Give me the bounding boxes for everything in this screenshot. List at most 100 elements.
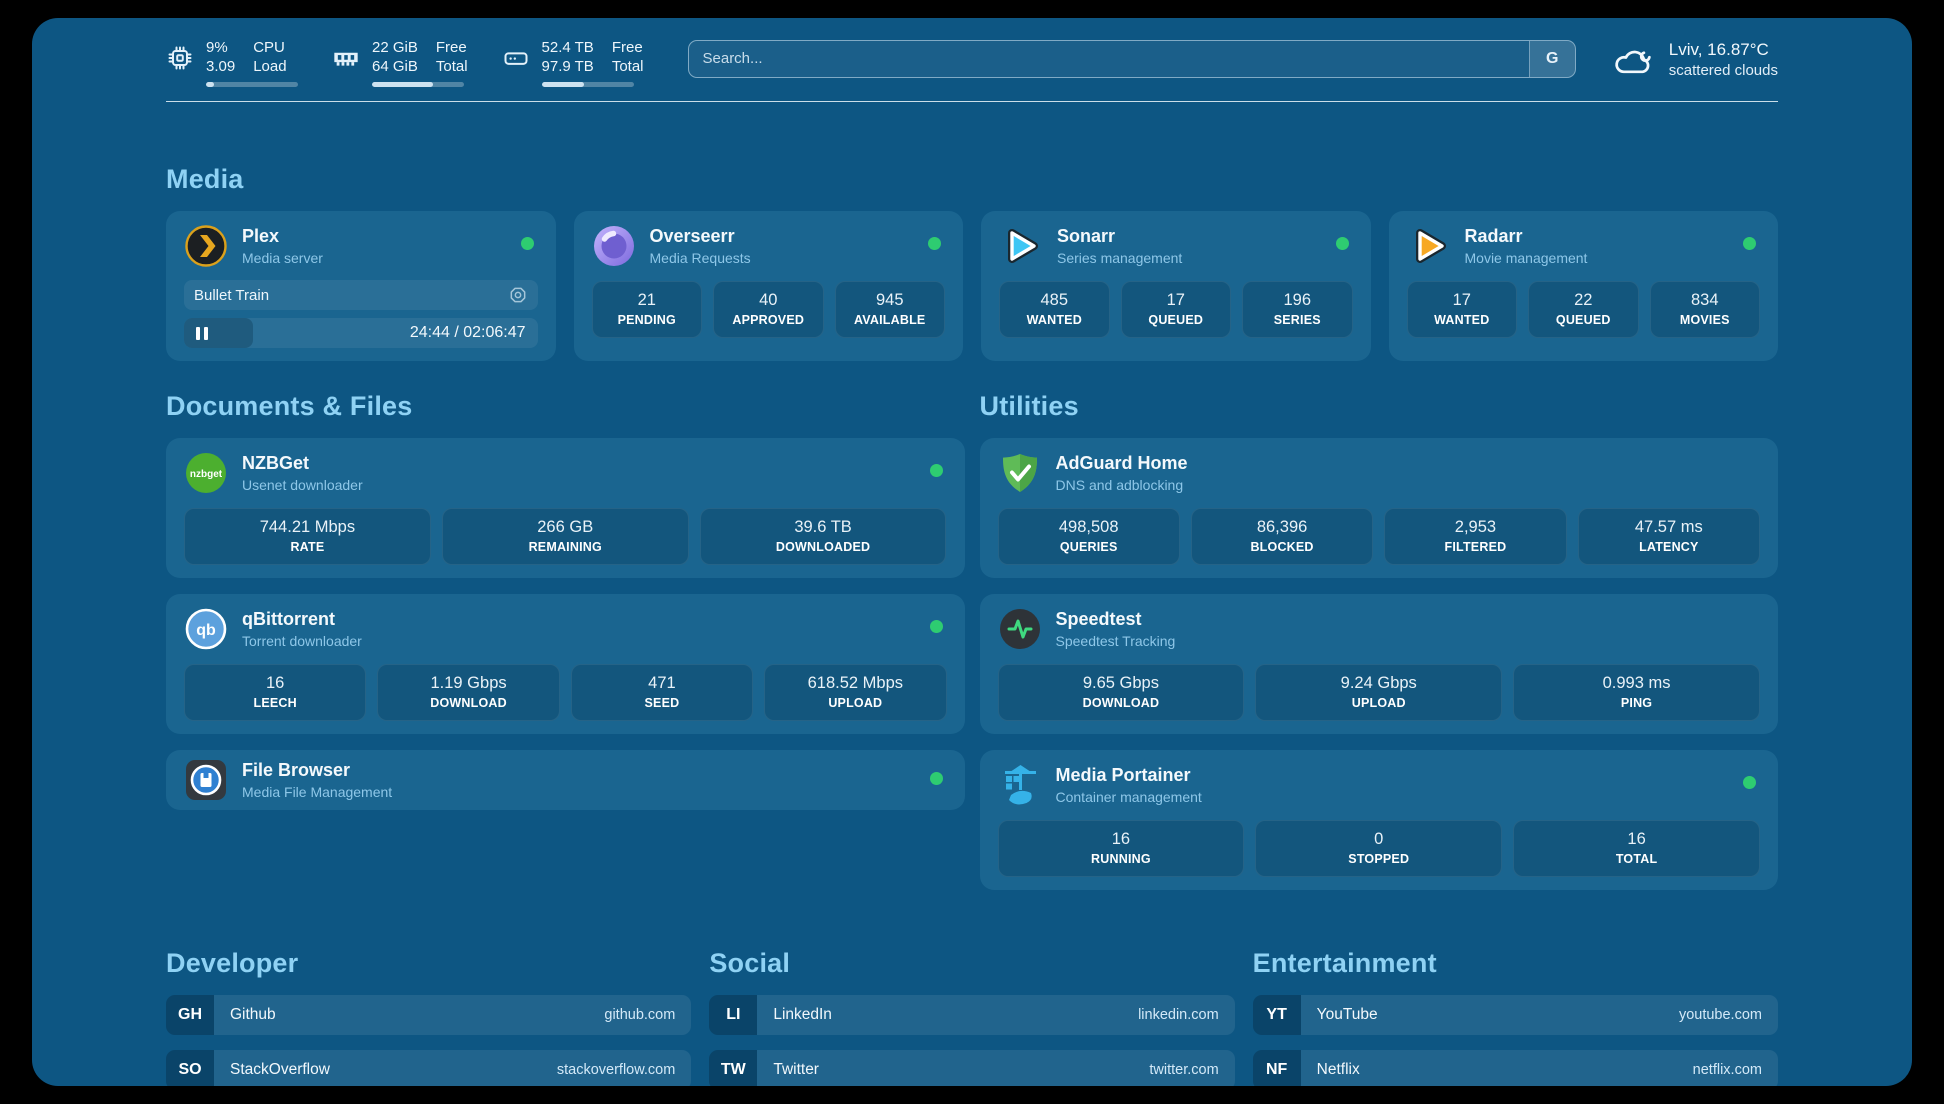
app-subtitle: Media Requests xyxy=(649,250,751,266)
bookmark-linkedin[interactable]: LI LinkedIn linkedin.com xyxy=(709,995,1235,1035)
filebrowser-icon xyxy=(186,760,226,800)
plex-icon xyxy=(185,225,227,267)
bookmark-url: youtube.com xyxy=(1678,1007,1762,1023)
stat-tile: 485 WANTED xyxy=(999,281,1110,338)
cloud-icon xyxy=(1615,50,1651,73)
stat-tile: 21 PENDING xyxy=(591,281,702,338)
status-indicator xyxy=(1743,776,1756,789)
weather-location-temp: Lviv, 16.87°C xyxy=(1668,40,1769,59)
ram-icon xyxy=(334,52,358,66)
app-title: File Browser xyxy=(242,760,351,780)
app-title: Speedtest xyxy=(1055,609,1142,629)
dashboard: 9% 3.09 CPU Load 22 GiB 64 GiB Free Total xyxy=(32,18,1912,1086)
weather-widget: Lviv, 16.87°C scattered clouds xyxy=(1610,40,1778,80)
gear-icon[interactable] xyxy=(508,285,528,305)
stat-tile: 196 SERIES xyxy=(1242,281,1353,338)
cpu-stat: 9% 3.09 CPU Load xyxy=(166,38,298,87)
bookmark-abbr: NF xyxy=(1252,1050,1301,1086)
status-indicator xyxy=(929,772,943,785)
bookmark-twitter[interactable]: TW Twitter twitter.com xyxy=(709,1050,1235,1086)
ram-total: 64 GiB xyxy=(372,58,418,75)
now-playing-title: Bullet Train xyxy=(194,286,270,304)
stat-tile: 40 APPROVED xyxy=(713,281,824,338)
app-card-portainer[interactable]: Media Portainer Container management 16 R… xyxy=(979,750,1778,890)
cpu-progress xyxy=(206,82,298,87)
documents-column: Documents & Files nzbget NZBGet Usenet d… xyxy=(166,391,965,810)
bookmark-name: Github xyxy=(230,1006,276,1023)
app-card-adguard[interactable]: AdGuard Home DNS and adblocking 498,508 Q… xyxy=(979,438,1778,578)
stat-tile: 17 QUEUED xyxy=(1120,281,1231,338)
media-grid: Plex Media server Bullet Train 24:44 / 0… xyxy=(166,211,1778,361)
app-card-filebrowser[interactable]: File Browser Media File Management xyxy=(166,750,965,810)
disk-total: 97.9 TB xyxy=(541,58,594,75)
overseerr-icon xyxy=(593,226,634,266)
disk-label2: Total xyxy=(611,58,644,75)
status-indicator xyxy=(1335,237,1349,250)
status-indicator xyxy=(929,464,943,477)
bookmark-name: YouTube xyxy=(1316,1006,1378,1023)
stat-tile: 266 GB REMAINING xyxy=(441,508,689,565)
stat-tile: 744.21 Mbps RATE xyxy=(184,508,431,565)
ram-stat: 22 GiB 64 GiB Free Total xyxy=(332,38,468,87)
bookmarks: Developer GH Github github.com SO StackOv… xyxy=(166,948,1778,1086)
bookmark-group-entertainment: Entertainment YT YouTube youtube.com NF N… xyxy=(1252,948,1778,1086)
stat-tile: 39.6 TB DOWNLOADED xyxy=(699,508,947,565)
bookmark-abbr: SO xyxy=(166,1050,214,1086)
stat-tile: 2,953 FILTERED xyxy=(1384,508,1567,565)
pause-icon[interactable] xyxy=(196,326,208,340)
app-card-sonarr[interactable]: Sonarr Series management 485 WANTED 17 QUE… xyxy=(981,211,1371,361)
bookmark-url: twitter.com xyxy=(1149,1062,1219,1078)
stat-tile: 0.993 ms PING xyxy=(1513,664,1760,721)
bookmark-netflix[interactable]: NF Netflix netflix.com xyxy=(1252,1050,1778,1086)
app-card-radarr[interactable]: Radarr Movie management 17 WANTED 22 QUEUE… xyxy=(1388,211,1778,361)
stat-tile: 618.52 Mbps UPLOAD xyxy=(764,664,947,721)
app-card-plex[interactable]: Plex Media server Bullet Train 24:44 / 0… xyxy=(166,211,556,361)
status-indicator xyxy=(929,620,943,633)
app-subtitle: Torrent downloader xyxy=(242,633,362,649)
section-title-entertainment: Entertainment xyxy=(1252,948,1437,978)
qbittorrent-icon: qb xyxy=(185,608,227,650)
status-indicator xyxy=(1743,237,1756,250)
disk-free: 52.4 TB xyxy=(541,39,594,56)
playback-progress xyxy=(184,318,253,348)
app-subtitle: Media File Management xyxy=(242,784,393,800)
bookmark-stackoverflow[interactable]: SO StackOverflow stackoverflow.com xyxy=(166,1050,692,1086)
app-card-qbittorrent[interactable]: qb qBittorrent Torrent downloader 16 LEEC… xyxy=(166,594,965,734)
app-title: AdGuard Home xyxy=(1055,453,1188,473)
app-subtitle: Container management xyxy=(1055,789,1202,805)
bookmark-abbr: LI xyxy=(709,995,758,1035)
ram-free: 22 GiB xyxy=(372,39,418,56)
bookmark-name: Twitter xyxy=(773,1061,819,1078)
app-card-overseerr[interactable]: Overseerr Media Requests 21 PENDING 40 APP… xyxy=(573,211,963,361)
bookmark-youtube[interactable]: YT YouTube youtube.com xyxy=(1252,995,1778,1035)
stat-tile: 16 LEECH xyxy=(184,664,367,721)
search-engine-button[interactable]: G xyxy=(1528,40,1575,77)
bookmark-github[interactable]: GH Github github.com xyxy=(166,995,692,1035)
cpu-label: CPU xyxy=(253,39,285,56)
app-subtitle: Media server xyxy=(242,250,323,266)
ram-label: Free xyxy=(435,39,467,56)
stat-tile: 498,508 QUERIES xyxy=(997,508,1180,565)
adguard-icon xyxy=(1002,454,1037,492)
bookmark-name: StackOverflow xyxy=(230,1061,330,1078)
app-subtitle: DNS and adblocking xyxy=(1055,477,1184,493)
weather-condition: scattered clouds xyxy=(1668,62,1778,79)
app-title: NZBGet xyxy=(242,453,309,473)
app-subtitle: Usenet downloader xyxy=(242,477,363,493)
stat-tile: 86,396 BLOCKED xyxy=(1190,508,1374,565)
app-subtitle: Series management xyxy=(1057,250,1183,266)
section-title-media: Media xyxy=(166,164,244,194)
svg-text:nzbget: nzbget xyxy=(190,469,223,480)
bookmark-abbr: TW xyxy=(709,1050,758,1086)
app-subtitle: Movie management xyxy=(1464,250,1588,266)
playback-time: 24:44 / 02:06:47 xyxy=(409,324,526,341)
status-indicator xyxy=(928,237,941,250)
header-divider xyxy=(166,101,1778,102)
disk-progress xyxy=(541,82,634,87)
cpu-load: 3.09 xyxy=(206,58,236,75)
app-card-speedtest[interactable]: Speedtest Speedtest Tracking 9.65 Gbps DO… xyxy=(979,594,1778,734)
search-input[interactable] xyxy=(688,40,1529,77)
cpu-label2: Load xyxy=(253,58,287,75)
utilities-column: Utilities AdGuard Home DNS and adblockin… xyxy=(979,391,1778,890)
app-card-nzbget[interactable]: nzbget NZBGet Usenet downloader 744.21 M… xyxy=(166,438,965,578)
